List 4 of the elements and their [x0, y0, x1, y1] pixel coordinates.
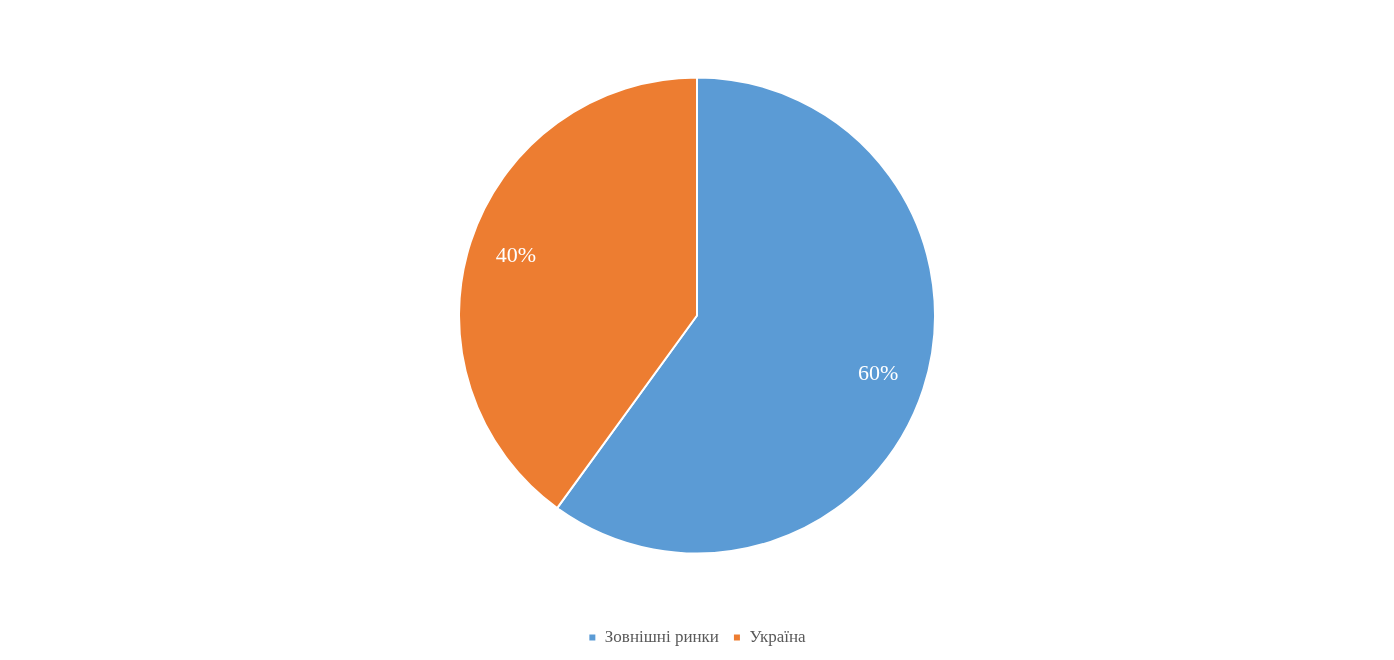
legend-label: Україна — [749, 626, 807, 646]
legend-label: Зовнішні ринки — [604, 626, 719, 646]
data-label: 60% — [857, 360, 899, 386]
data-label: 40% — [495, 242, 537, 268]
